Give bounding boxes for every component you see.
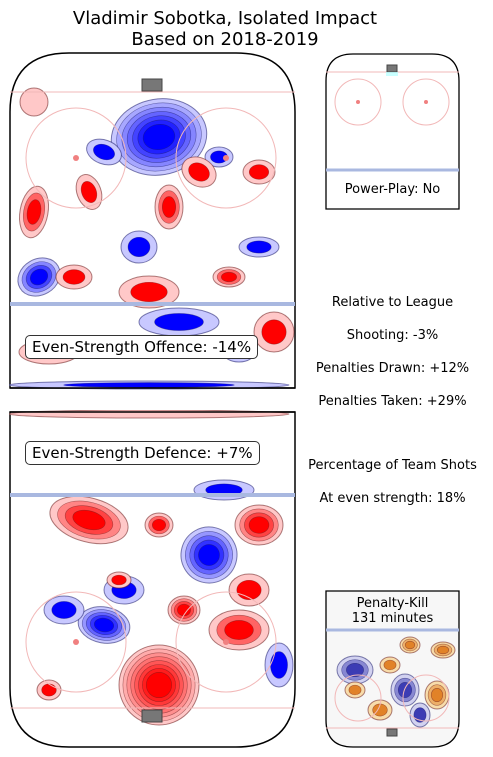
defence-rink-heatmap (9, 410, 296, 748)
positive-contour (72, 509, 106, 531)
faceoff-dot-right (223, 639, 229, 645)
positive-contour (146, 671, 173, 698)
faceoff-dot-left (73, 639, 79, 645)
positive-contour (261, 319, 287, 345)
defence-label: Even-Strength Defence: +7% (25, 441, 260, 465)
positive-contour (130, 281, 168, 303)
positive-contour (248, 516, 270, 534)
positive-contour (221, 271, 237, 283)
positive-contour (161, 196, 177, 218)
power-play-rink (325, 53, 460, 210)
positive-contour (111, 574, 127, 586)
negative-contour (29, 268, 49, 286)
faceoff-dot-right (223, 155, 229, 161)
negative-contour (142, 123, 176, 151)
penalties-taken-stat: Penalties Taken: +29% (318, 394, 467, 409)
positive-contour (430, 687, 444, 703)
chart-title: Vladimir Sobotka, Isolated Impact Based … (0, 8, 450, 50)
negative-contour (246, 240, 272, 254)
penalty-kill-rink (325, 590, 460, 748)
negative-contour (63, 382, 235, 388)
faceoff-circle-left (25, 591, 127, 693)
title-line: Vladimir Sobotka, Isolated Impact (72, 8, 378, 29)
faceoff-circle-right (175, 107, 277, 209)
negative-contour (94, 617, 114, 633)
positive-contour (224, 620, 254, 640)
negative-contour (397, 682, 413, 698)
positive-contour (26, 199, 42, 225)
positive-contour (19, 87, 49, 117)
subtitle-line: Based on 2018-2019 (131, 29, 319, 50)
positive-contour (9, 410, 290, 419)
power-play-label: Power-Play: No (344, 182, 441, 197)
team-shots-heading: Percentage of Team Shots (308, 458, 477, 473)
goal-net (386, 728, 398, 737)
shooting-stat: Shooting: -3% (346, 328, 439, 343)
negative-contour (154, 313, 204, 331)
positive-contour (177, 603, 191, 617)
faceoff-circle-right (175, 591, 277, 693)
positive-contour (404, 640, 416, 650)
negative-contour (346, 662, 364, 678)
faceoff-circle-left (25, 107, 127, 209)
even-strength-share: At even strength: 18% (319, 491, 466, 506)
penalty-kill-label: Penalty-Kill 131 minutes (325, 596, 460, 626)
goal-net (141, 709, 163, 723)
relative-heading: Relative to League (331, 295, 454, 310)
penalty-kill-minutes: 131 minutes (351, 611, 434, 626)
faceoff-dot-left (73, 155, 79, 161)
negative-contour (51, 601, 77, 619)
positive-contour (41, 683, 57, 697)
positive-contour (436, 645, 450, 655)
goal-net (141, 78, 163, 92)
offence-rink-heatmap (9, 52, 296, 390)
negative-contour (198, 544, 220, 566)
positive-contour (383, 659, 397, 671)
positive-contour (62, 269, 86, 285)
negative-contour (127, 236, 151, 258)
positive-contour (151, 518, 167, 532)
goal-net (386, 64, 398, 73)
negative-contour (413, 707, 427, 723)
offence-label: Even-Strength Offence: -14% (25, 335, 259, 359)
positive-contour (188, 162, 210, 182)
positive-contour (80, 181, 98, 203)
penalty-kill-title: Penalty-Kill (356, 596, 429, 611)
positive-contour (236, 579, 262, 601)
positive-contour (348, 684, 362, 696)
penalties-drawn-stat: Penalties Drawn: +12% (315, 361, 470, 376)
positive-contour (248, 164, 270, 180)
negative-contour (93, 143, 115, 161)
negative-contour (270, 651, 288, 679)
